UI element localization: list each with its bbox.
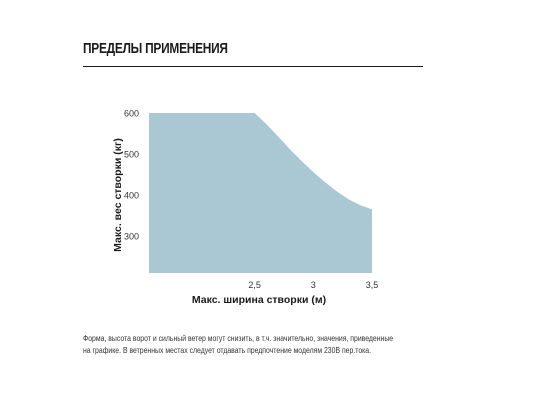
y-tick-label: 600 <box>124 109 139 119</box>
y-tick-label: 500 <box>124 150 139 160</box>
section-title: ПРЕДЕЛЫ ПРИМЕНЕНИЯ <box>83 41 228 57</box>
footnote-line-2: на графике. В ветренных местах следует о… <box>83 346 372 355</box>
y-axis-label: Макс. вес створки (кг) <box>112 138 124 252</box>
y-tick-label: 400 <box>124 191 139 201</box>
x-tick-label: 2,5 <box>248 280 261 290</box>
x-tick-label: 3 <box>311 280 316 290</box>
allowed-range-area <box>149 113 372 273</box>
footnote-line-1: Форма, высота ворот и сильный ветер могу… <box>83 334 394 343</box>
title-underline <box>83 66 423 67</box>
y-axis-ticks: 600 500 400 300 <box>124 109 139 242</box>
footnote: Форма, высота ворот и сильный ветер могу… <box>83 333 453 357</box>
x-axis-label: Макс. ширина створки (м) <box>192 294 326 306</box>
x-axis-ticks: 2,5 3 3,5 <box>248 280 378 290</box>
x-tick-label: 3,5 <box>366 280 379 290</box>
y-tick-label: 300 <box>124 232 139 242</box>
